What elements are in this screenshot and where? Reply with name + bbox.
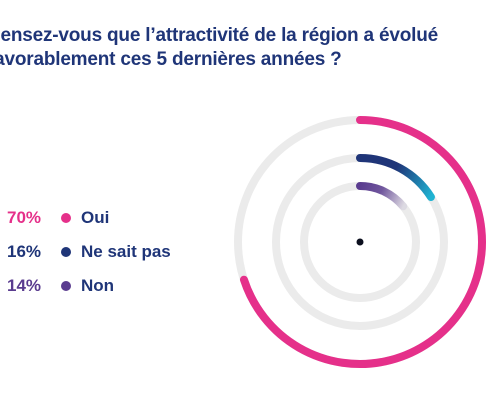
chart-title: Pensez-vous que l’attractivité de la rég… (0, 24, 500, 72)
legend-dot-non (61, 281, 71, 291)
value-arc-ne-sait-pas (356, 154, 435, 201)
legend-dot-ne-sait-pas (61, 247, 71, 257)
chart-legend: 70% Oui 16% Ne sait pas 14% Non (7, 201, 171, 303)
legend-value-oui: 70% (7, 208, 42, 227)
legend-value-ne-sait-pas: 16% (7, 242, 42, 261)
chart-title-line-1: Pensez-vous que l’attractivité de la rég… (0, 25, 438, 46)
radial-chart (234, 116, 486, 368)
legend-value-non: 14% (7, 276, 42, 295)
legend-item-ne-sait-pas: 16% Ne sait pas (7, 235, 171, 269)
legend-dot-oui (61, 213, 71, 223)
value-arc-oui (239, 116, 486, 368)
legend-item-non: 14% Non (7, 269, 171, 303)
value-arc-non (356, 182, 408, 211)
center-dot (356, 238, 364, 246)
legend-label-ne-sait-pas: Ne sait pas (81, 242, 171, 261)
chart-title-line-2: favorablement ces 5 dernières années ? (0, 49, 342, 70)
legend-label-non: Non (81, 276, 115, 295)
legend-item-oui: 70% Oui (7, 201, 171, 235)
legend-label-oui: Oui (81, 208, 110, 227)
